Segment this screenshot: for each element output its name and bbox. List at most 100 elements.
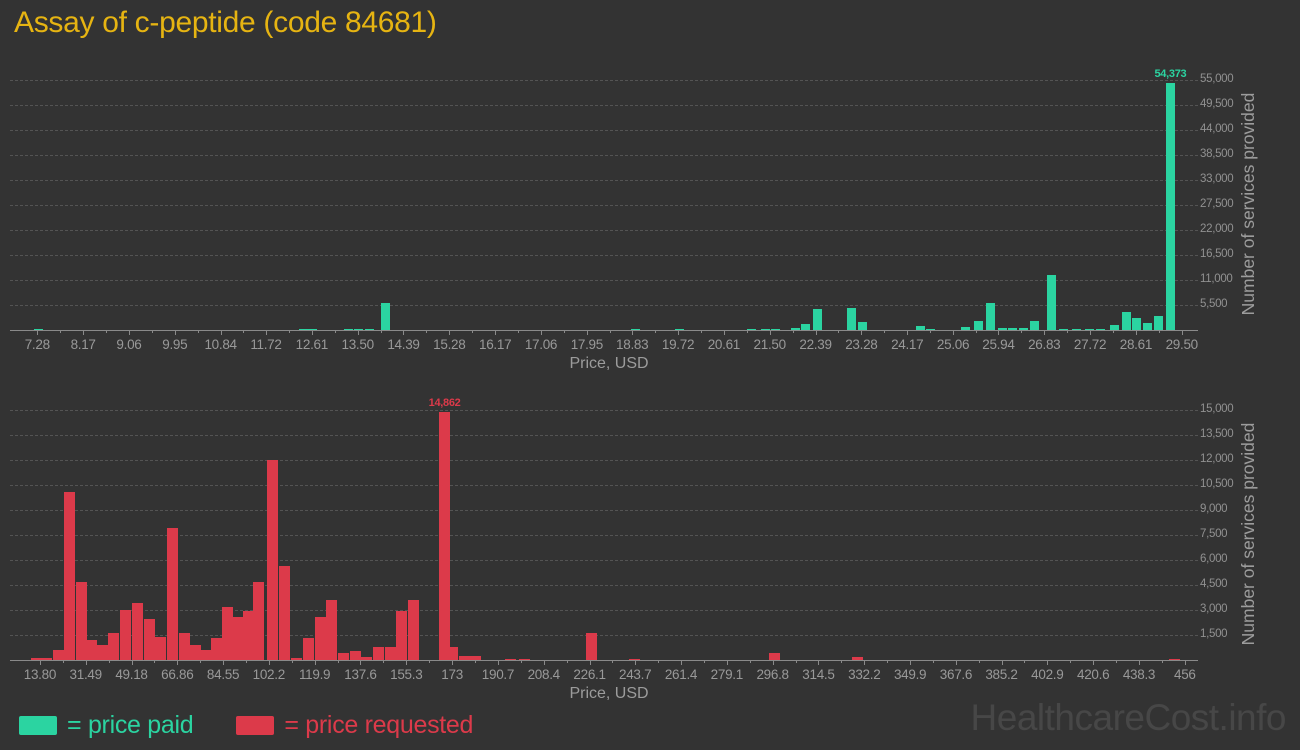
- x-tick-mark: [953, 330, 955, 335]
- histogram-bar: [1143, 323, 1153, 330]
- x-tick-mark: [864, 660, 866, 665]
- x-minor-tick-mark: [838, 330, 840, 333]
- histogram-bar: [1030, 320, 1040, 330]
- x-minor-tick-mark: [703, 660, 705, 663]
- peak-value-label: 54,373: [1154, 67, 1187, 80]
- x-minor-tick-mark: [1116, 660, 1118, 663]
- x-tick-mark: [635, 660, 637, 665]
- x-minor-tick-mark: [108, 660, 110, 663]
- x-tick-label: 13.50: [341, 337, 374, 352]
- histogram-bar: [31, 658, 43, 660]
- x-tick-label: 12.61: [295, 337, 329, 352]
- histogram-bar: [64, 491, 76, 660]
- histogram-bar: [326, 600, 338, 660]
- x-minor-tick-mark: [978, 660, 980, 663]
- x-minor-tick-mark: [475, 660, 476, 663]
- histogram-bar: [439, 412, 451, 660]
- x-tick-label: 314.5: [802, 667, 835, 682]
- x-axis-line: [10, 660, 1198, 661]
- histogram-bar: [199, 650, 211, 660]
- histogram-bar: [232, 616, 244, 660]
- gridline: [10, 485, 1198, 486]
- histogram-bar: [586, 633, 598, 660]
- histogram-bar: [505, 658, 517, 660]
- gridline: [10, 510, 1198, 511]
- x-tick-label: 190.7: [481, 667, 515, 682]
- y-tick-label: 33,000: [1200, 173, 1234, 185]
- x-tick-mark: [311, 330, 313, 335]
- x-tick-mark: [220, 330, 222, 335]
- x-tick-label: 17.95: [570, 337, 604, 352]
- histogram-bar: [1132, 318, 1142, 330]
- x-minor-tick-mark: [106, 330, 108, 333]
- histogram-bar: [973, 321, 983, 330]
- histogram-bar: [315, 616, 327, 660]
- peak-value-label: 14,862: [428, 397, 461, 410]
- x-tick-label: 9.06: [116, 337, 142, 352]
- x-minor-tick-mark: [1161, 660, 1163, 663]
- histogram-bar: [33, 328, 43, 330]
- histogram-bar: [178, 633, 190, 660]
- x-tick-label: 102.2: [252, 667, 286, 682]
- gridline: [10, 130, 1198, 131]
- x-tick-label: 243.7: [618, 667, 652, 682]
- x-tick-mark: [1047, 660, 1049, 665]
- x-tick-label: 26.83: [1028, 337, 1061, 352]
- x-tick-mark: [907, 330, 909, 335]
- gridline: [10, 230, 1198, 231]
- x-tick-label: 14.39: [387, 337, 420, 352]
- y-axis-title: Number of services provided: [1238, 92, 1258, 316]
- x-minor-tick-mark: [746, 330, 748, 333]
- x-tick-mark: [177, 660, 179, 665]
- histogram-bar: [167, 528, 179, 660]
- histogram-bar: [189, 645, 201, 660]
- y-tick-label: 1,500: [1200, 628, 1228, 640]
- x-minor-tick-mark: [334, 330, 336, 333]
- x-minor-tick-mark: [1112, 330, 1114, 333]
- x-tick-mark: [910, 660, 912, 665]
- y-axis-title: Number of services provided: [1238, 422, 1258, 646]
- x-tick-label: 261.4: [664, 667, 698, 682]
- y-tick-label: 11,000: [1200, 273, 1233, 285]
- x-tick-mark: [497, 660, 499, 665]
- histogram-bar: [771, 328, 781, 330]
- x-tick-label: 24.17: [891, 337, 924, 352]
- x-minor-tick-mark: [151, 330, 153, 333]
- x-tick-mark: [723, 330, 725, 335]
- x-tick-mark: [131, 660, 133, 665]
- x-minor-tick-mark: [245, 660, 247, 663]
- gridline: [10, 155, 1198, 156]
- x-minor-tick-mark: [200, 660, 202, 663]
- x-tick-mark: [314, 660, 316, 665]
- y-tick-label: 55,000: [1200, 73, 1234, 85]
- x-tick-mark: [1001, 660, 1003, 665]
- x-tick-mark: [449, 330, 451, 335]
- x-tick-label: 25.94: [982, 337, 1015, 352]
- histogram-bar: [211, 638, 223, 660]
- y-tick-label: 22,000: [1200, 223, 1234, 235]
- histogram-bar: [629, 658, 641, 660]
- histogram-bar: [1154, 315, 1164, 330]
- x-tick-mark: [174, 330, 176, 335]
- x-minor-tick-mark: [655, 330, 657, 333]
- x-tick-label: 13.80: [23, 667, 57, 682]
- histogram-bar: [519, 658, 531, 660]
- x-minor-tick-mark: [749, 660, 751, 663]
- x-tick-mark: [1184, 660, 1186, 665]
- x-tick-mark: [1044, 330, 1046, 335]
- x-tick-label: 279.1: [710, 667, 744, 682]
- price-requested-chart: 1,500 3,000 4,500 6,000 7,500 9,000 10,500 12,0…: [10, 397, 1258, 702]
- x-minor-tick-mark: [1070, 660, 1072, 663]
- histogram-bar: [1047, 275, 1057, 330]
- histogram-bar: [243, 610, 255, 660]
- page-title: Assay of c-peptide (code 84681): [14, 6, 437, 39]
- x-tick-label: 11.72: [250, 337, 282, 352]
- x-minor-tick-mark: [1067, 330, 1069, 333]
- x-tick-label: 25.06: [936, 337, 970, 352]
- x-tick-label: 21.50: [753, 337, 787, 352]
- x-tick-mark: [861, 330, 863, 335]
- x-tick-label: 155.3: [390, 667, 423, 682]
- watermark: HealthcareCost.info: [970, 697, 1287, 738]
- x-tick-label: 385.2: [985, 667, 1018, 682]
- x-tick-mark: [586, 330, 588, 335]
